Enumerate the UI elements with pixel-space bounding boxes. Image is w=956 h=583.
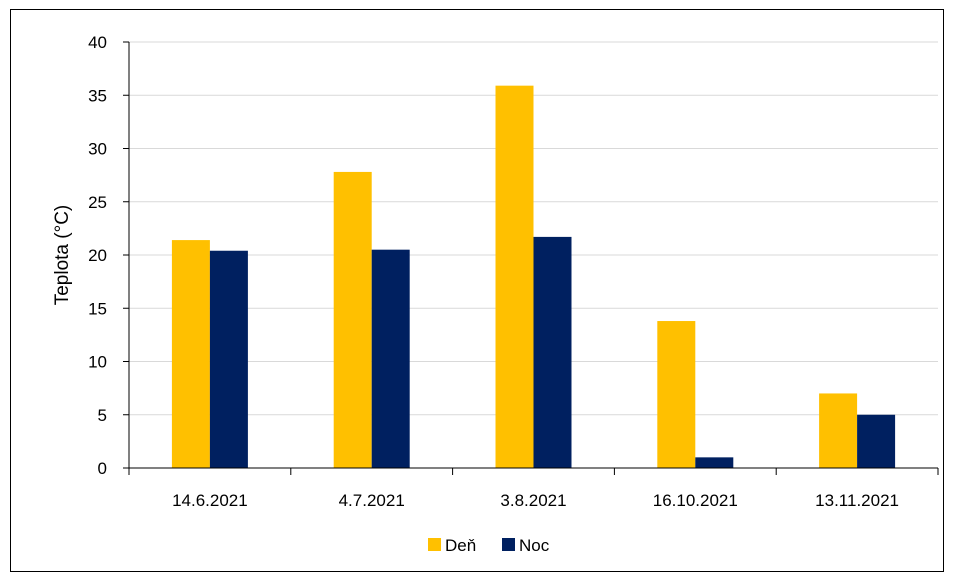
y-tick-label: 5	[98, 406, 107, 425]
x-tick-label: 3.8.2021	[500, 491, 566, 510]
bar-den	[819, 393, 858, 468]
chart-frame	[10, 9, 944, 572]
x-tick-label: 16.10.2021	[653, 491, 738, 510]
bars	[171, 85, 896, 468]
y-tick-label: 0	[98, 459, 107, 478]
y-tick-label: 15	[88, 299, 107, 318]
y-tick-label: 40	[88, 33, 107, 52]
bar-den	[657, 321, 696, 468]
bar-noc	[695, 457, 734, 468]
bar-den	[171, 240, 210, 468]
bar-noc	[857, 414, 896, 468]
y-tick-label: 30	[88, 140, 107, 159]
legend-label: Noc	[519, 536, 550, 555]
y-tick-label: 35	[88, 86, 107, 105]
bar-den	[333, 171, 372, 468]
x-axis-ticks: 14.6.2021 4.7.2021 3.8.2021 16.10.2021 13.11…	[172, 491, 899, 510]
bar-noc	[209, 250, 248, 468]
y-tick-label: 20	[88, 246, 107, 265]
y-axis-title: Teplota (°C)	[52, 205, 73, 306]
bar-noc	[371, 249, 410, 468]
y-tick-label: 25	[88, 193, 107, 212]
legend-label: Deň	[445, 536, 476, 555]
legend: Deň Noc	[428, 536, 550, 555]
bar-den	[495, 85, 534, 468]
legend-swatch	[502, 538, 515, 551]
y-axis-ticks: 0 5 10 15 20 25 30 35 40	[88, 33, 107, 478]
bar-noc	[533, 236, 572, 468]
x-tick-label: 13.11.2021	[815, 491, 899, 510]
y-tick-label: 10	[88, 353, 107, 372]
legend-swatch	[428, 538, 441, 551]
x-tick-label: 14.6.2021	[172, 491, 248, 510]
axes	[123, 41, 939, 475]
x-tick-label: 4.7.2021	[339, 491, 405, 510]
